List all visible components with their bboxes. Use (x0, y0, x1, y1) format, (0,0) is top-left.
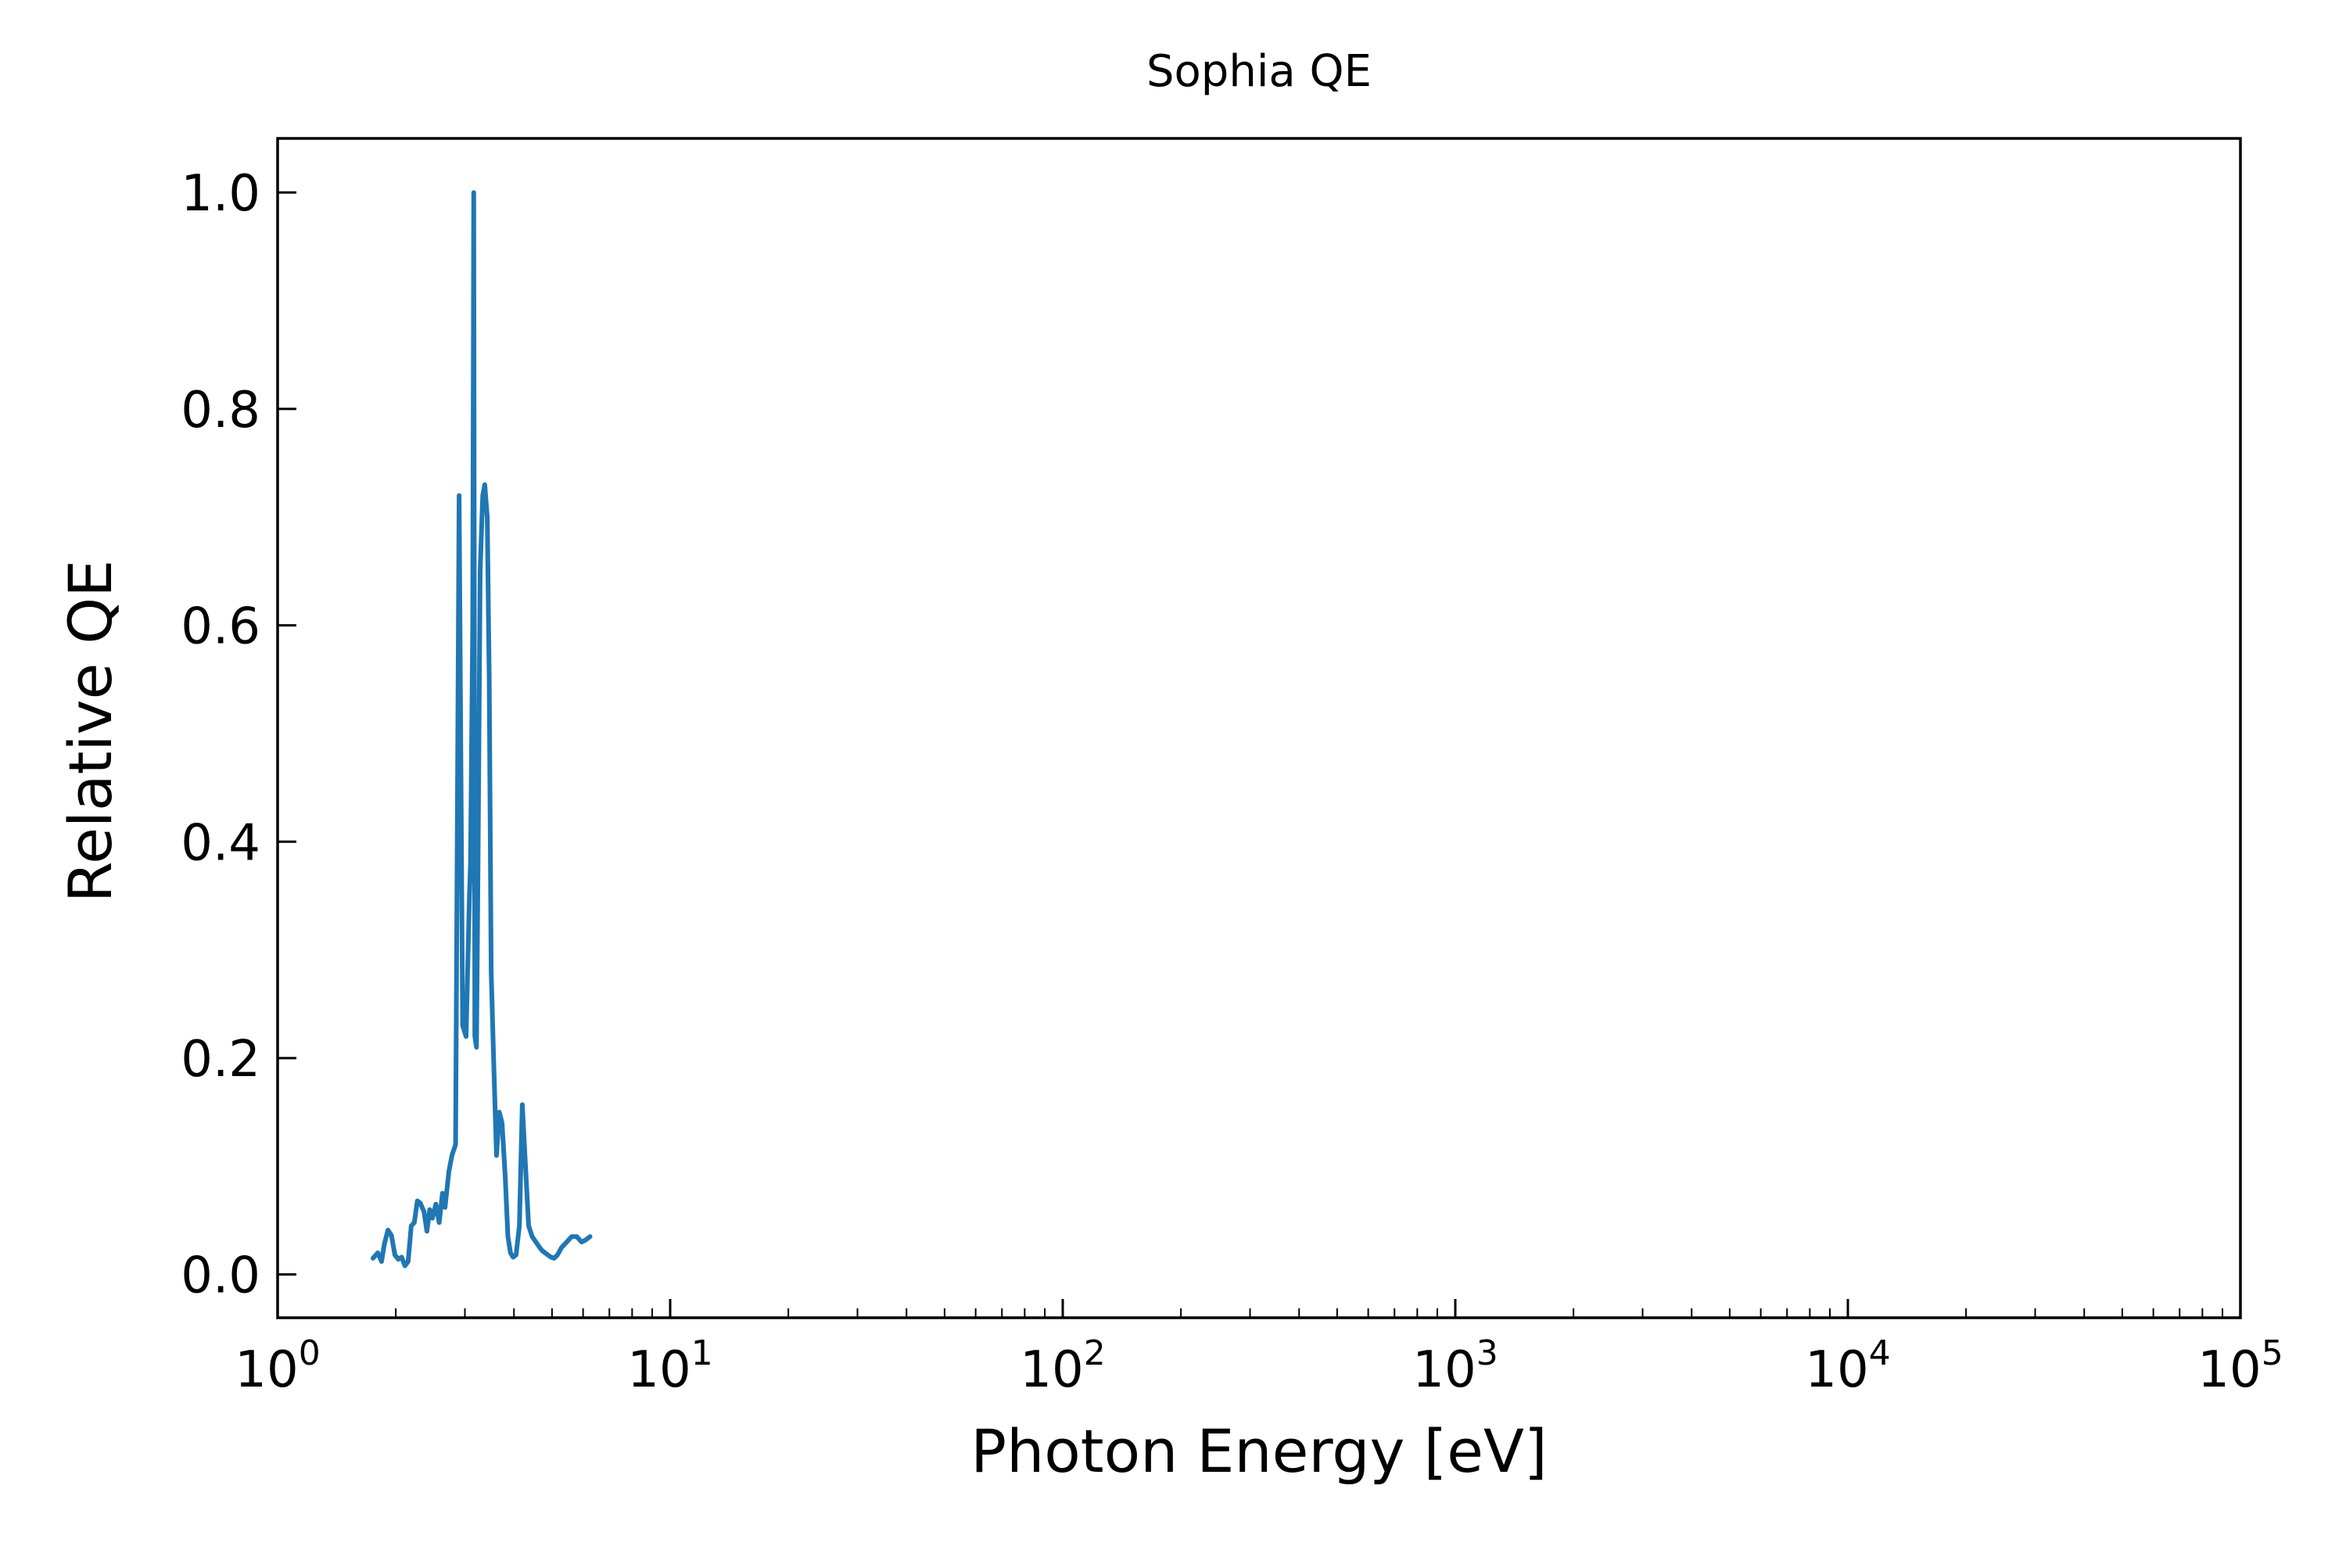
x-tick-label: 100 (235, 1333, 320, 1399)
y-tick-label: 0.4 (181, 814, 260, 872)
x-tick-label: 102 (1020, 1333, 1105, 1399)
y-tick-label: 0.2 (181, 1031, 260, 1089)
x-tick-label: 104 (1805, 1333, 1890, 1399)
x-axis-label: Photon Energy [eV] (970, 1416, 1547, 1486)
y-tick-label: 0.6 (181, 598, 260, 656)
y-tick-label: 1.0 (181, 165, 260, 223)
x-tick-label: 101 (627, 1333, 712, 1399)
y-axis-label: Relative QE (56, 560, 125, 902)
x-tick-label: 105 (2197, 1333, 2283, 1399)
y-tick-label: 0.0 (181, 1247, 260, 1305)
qe-series-line (371, 190, 593, 1268)
axes-frame (276, 137, 2242, 1319)
x-tick-label: 103 (1412, 1333, 1498, 1399)
y-tick-label: 0.8 (181, 382, 260, 440)
chart-title: Sophia QE (1146, 46, 1372, 97)
plot-area: 100 101 102 103 104 105 0.0 0.2 0.4 0.6 0.8 1.0 (181, 137, 2283, 1399)
